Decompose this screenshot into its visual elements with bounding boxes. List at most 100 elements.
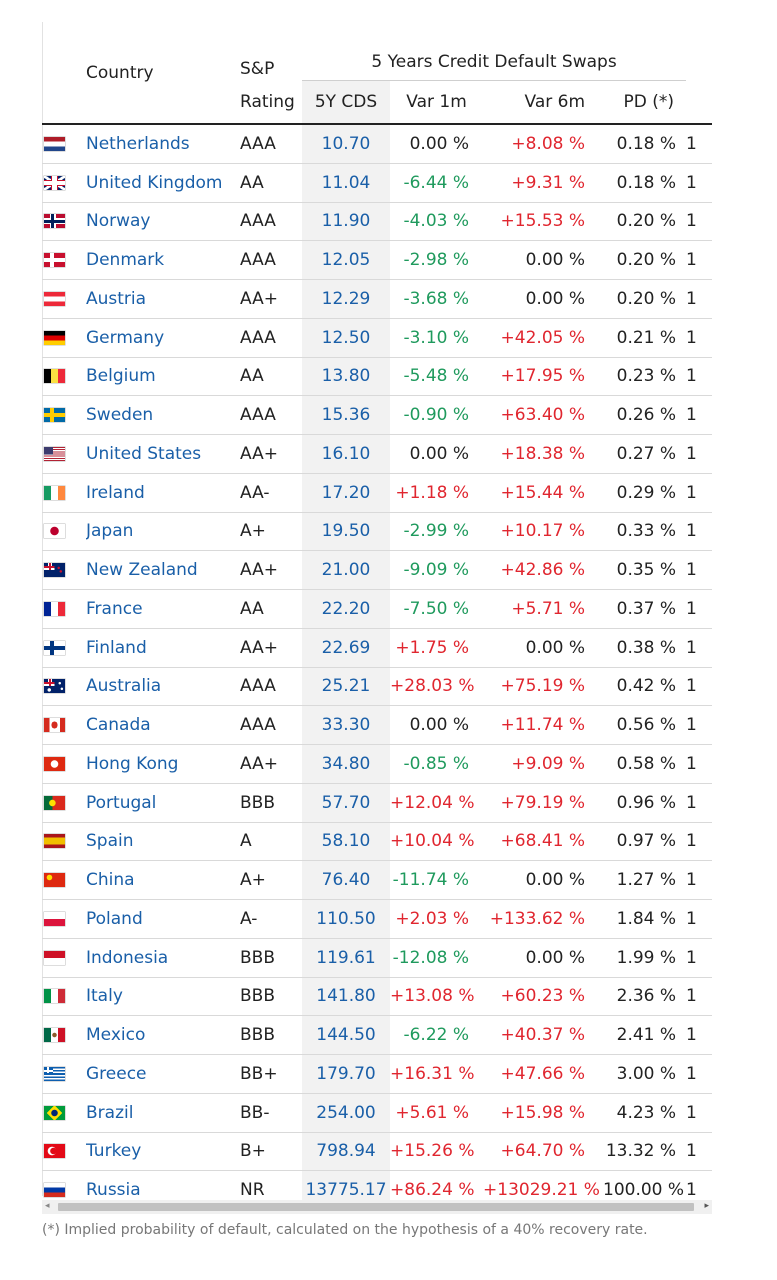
denmark-flag-icon [44,253,65,268]
country-link[interactable]: New Zealand [86,560,198,581]
country-link[interactable]: Indonesia [86,947,169,968]
country-link[interactable]: Norway [86,211,151,232]
country-link[interactable]: Russia [86,1180,141,1201]
country-link[interactable]: Turkey [86,1141,142,1162]
country-cell: Germany [86,318,241,358]
extra-cell: 1 [686,318,712,358]
header-pd[interactable]: PD (*) [603,80,687,125]
header-var-6m[interactable]: Var 6m [483,80,604,125]
country-link[interactable]: China [86,870,135,891]
country-link[interactable]: United Kingdom [86,172,223,193]
header-country[interactable]: Country [42,22,241,125]
poland-flag-icon [44,911,65,926]
extra-cell: 1 [686,977,712,1017]
country-link[interactable]: Canada [86,715,151,736]
extra-cell: 1 [686,1093,712,1133]
flag-cell [42,667,86,707]
cds-cell: 12.50 [302,318,391,358]
country-link[interactable]: Poland [86,908,143,929]
cds-cell: 144.50 [302,1015,391,1055]
header-cds-group: 5 Years Credit Default Swaps [302,22,687,81]
pd-cell: 0.29 % [603,473,687,513]
var-6m-cell: +75.19 % [483,667,604,707]
country-link[interactable]: Mexico [86,1025,146,1046]
table-row: France AA 22.20 -7.50 % +5.71 % 0.37 % 1 [42,589,712,629]
rating-cell: AAA [240,318,303,358]
country-link[interactable]: Hong Kong [86,753,179,774]
country-link[interactable]: Portugal [86,792,157,813]
country-cell: France [86,589,241,629]
country-cell: Brazil [86,1093,241,1133]
japan-flag-icon [44,524,65,539]
cds-table-viewport[interactable]: Country S&P 5 Years Credit Default Swaps… [42,22,712,1210]
var-6m-cell: +40.37 % [483,1015,604,1055]
table-row: Mexico BBB 144.50 -6.22 % +40.37 % 2.41 % 1 [42,1015,712,1055]
extra-cell: 1 [686,357,712,397]
rating-cell: AAA [240,240,303,280]
pd-cell: 0.97 % [603,822,687,862]
var-1m-cell: -6.22 % [390,1015,484,1055]
var-6m-cell: +68.41 % [483,822,604,862]
canada-flag-icon [44,718,65,733]
horizontal-scrollbar[interactable]: ◂ ▸ [42,1200,712,1214]
country-link[interactable]: Italy [86,986,123,1007]
country-link[interactable]: Denmark [86,250,165,271]
country-cell: New Zealand [86,550,241,590]
country-link[interactable]: France [86,598,143,619]
var-6m-cell: +63.40 % [483,395,604,435]
cds-cell: 12.29 [302,279,391,319]
flag-cell [42,783,86,823]
rating-cell: BBB [240,783,303,823]
country-link[interactable]: Sweden [86,405,154,426]
pd-cell: 0.20 % [603,240,687,280]
mexico-flag-icon [44,1028,65,1043]
extra-cell: 1 [686,1132,712,1172]
var-1m-cell: +1.75 % [390,628,484,668]
cds-cell: 11.04 [302,163,391,203]
cds-cell: 58.10 [302,822,391,862]
rating-cell: BB+ [240,1054,303,1094]
var-1m-cell: -0.90 % [390,395,484,435]
table-row: Italy BBB 141.80 +13.08 % +60.23 % 2.36 % 1 [42,977,712,1017]
rating-cell: AA- [240,473,303,513]
flag-cell [42,628,86,668]
cds-cell: 22.69 [302,628,391,668]
extra-cell: 1 [686,434,712,474]
var-1m-cell: -3.10 % [390,318,484,358]
header-var-1m[interactable]: Var 1m [390,80,484,125]
var-6m-cell: +8.08 % [483,124,604,164]
extra-cell: 1 [686,550,712,590]
rating-cell: BBB [240,1015,303,1055]
table-row: Canada AAA 33.30 0.00 % +11.74 % 0.56 % 1 [42,705,712,745]
country-link[interactable]: Austria [86,288,147,309]
var-1m-cell: +16.31 % [390,1054,484,1094]
country-link[interactable]: Ireland [86,482,145,503]
country-link[interactable]: Germany [86,327,165,348]
country-link[interactable]: Australia [86,676,162,697]
pd-cell: 1.27 % [603,860,687,900]
russia-flag-icon [44,1183,65,1198]
header-rating[interactable]: Rating [240,80,303,125]
scrollbar-thumb[interactable] [58,1203,694,1211]
pd-cell: 1.99 % [603,938,687,978]
country-link[interactable]: United States [86,443,202,464]
country-link[interactable]: Greece [86,1063,147,1084]
flag-cell [42,1015,86,1055]
header-5y-cds[interactable]: 5Y CDS [302,80,391,125]
country-link[interactable]: Finland [86,637,147,658]
country-link[interactable]: Netherlands [86,133,190,154]
rating-cell: AAA [240,202,303,242]
country-link[interactable]: Belgium [86,366,156,387]
table-row: Sweden AAA 15.36 -0.90 % +63.40 % 0.26 % 1 [42,395,712,435]
extra-cell: 1 [686,279,712,319]
country-cell: Indonesia [86,938,241,978]
rating-cell: AA+ [240,279,303,319]
scroll-right-arrow-icon[interactable]: ▸ [704,1201,709,1211]
extra-cell: 1 [686,1054,712,1094]
country-link[interactable]: Brazil [86,1102,134,1123]
country-link[interactable]: Japan [86,521,134,542]
country-link[interactable]: Spain [86,831,134,852]
var-6m-cell: 0.00 % [483,628,604,668]
scroll-left-arrow-icon[interactable]: ◂ [45,1201,50,1211]
cds-cell: 12.05 [302,240,391,280]
